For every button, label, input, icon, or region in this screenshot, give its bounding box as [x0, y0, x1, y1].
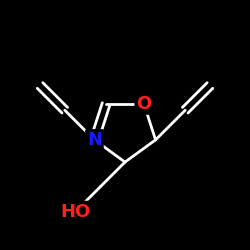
- Text: HO: HO: [60, 202, 91, 220]
- Text: O: O: [136, 95, 152, 113]
- Text: N: N: [87, 131, 102, 149]
